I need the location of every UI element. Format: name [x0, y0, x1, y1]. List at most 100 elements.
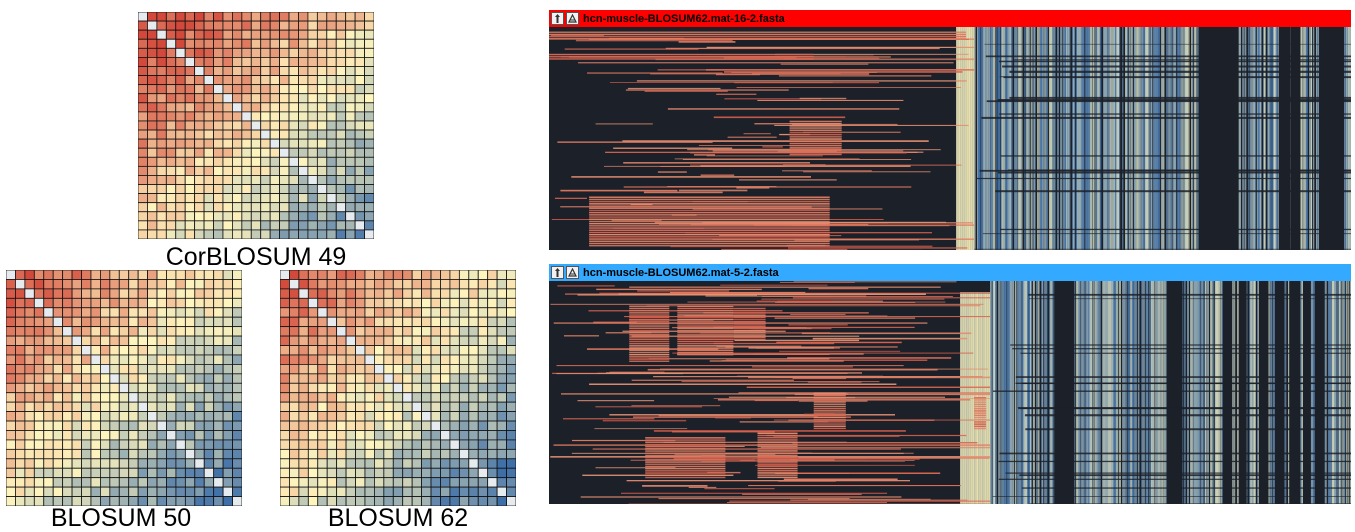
java-app-icon[interactable] [566, 12, 579, 25]
matrix-cell [185, 308, 194, 317]
matrix-cell [318, 402, 327, 411]
matrix-cell [44, 346, 53, 355]
matrix-cell [346, 355, 355, 364]
alignment-block [974, 428, 986, 430]
matrix-cell [195, 130, 204, 139]
matrix-cell [15, 346, 24, 355]
matrix-cell [459, 336, 468, 345]
matrix-cell [299, 478, 308, 487]
matrix-cell [356, 468, 365, 477]
alignment-block [589, 234, 830, 236]
matrix-cell [195, 121, 204, 130]
matrix-cell [336, 66, 345, 75]
matrix-cell [100, 317, 109, 326]
matrix-cell [440, 449, 449, 458]
matrix-cell [346, 121, 355, 130]
matrix-cell [176, 85, 185, 94]
alignment-column [998, 281, 1001, 504]
matrix-cell [147, 230, 156, 239]
matrix-cell [214, 289, 223, 298]
alignment-block [629, 347, 669, 349]
matrix-cell [176, 194, 185, 203]
matrix-cell [384, 374, 393, 383]
alignment-block [589, 197, 830, 199]
matrix-cell [204, 166, 213, 175]
matrix-cell [440, 279, 449, 288]
matrix-cell [318, 327, 327, 336]
matrix-cell [497, 364, 506, 373]
alignment-block [549, 32, 966, 34]
alignment-column [991, 281, 993, 504]
matrix-cell [204, 194, 213, 203]
matrix-cell [488, 497, 497, 506]
pin-icon[interactable] [551, 266, 564, 279]
matrix-cell [233, 298, 242, 307]
matrix-cell [403, 355, 412, 364]
matrix-cell [469, 298, 478, 307]
matrix-cell [129, 478, 138, 487]
matrix-cell [336, 203, 345, 212]
matrix-cell [365, 194, 374, 203]
matrix-cell [100, 440, 109, 449]
matrix-cell [44, 468, 53, 477]
alignment-titlebar-bottom[interactable]: hcn-muscle-BLOSUM62.mat-5-2.fasta [549, 264, 1351, 281]
matrix-cell [431, 317, 440, 326]
alignment-window-top[interactable]: hcn-muscle-BLOSUM62.mat-16-2.fasta [549, 10, 1351, 250]
matrix-cell [214, 12, 223, 21]
matrix-cell [34, 364, 43, 373]
matrix-cell [242, 94, 251, 103]
matrix-cell [82, 346, 91, 355]
matrix-cell [337, 346, 346, 355]
alignment-block [629, 314, 669, 316]
matrix-cell [308, 12, 317, 21]
pin-icon[interactable] [551, 12, 564, 25]
java-app-icon[interactable] [566, 266, 579, 279]
alignment-window-bottom[interactable]: hcn-muscle-BLOSUM62.mat-5-2.fasta [549, 264, 1351, 504]
matrix-cell [91, 459, 100, 468]
alignment-block [814, 412, 846, 414]
alignment-gap-row [1019, 474, 1351, 476]
matrix-cell [412, 270, 421, 279]
alignment-titlebar-top[interactable]: hcn-muscle-BLOSUM62.mat-16-2.fasta [549, 10, 1351, 27]
blosum62-caption: BLOSUM 62 [280, 506, 516, 531]
matrix-cell [15, 289, 24, 298]
matrix-cell [185, 459, 194, 468]
matrix-cell [497, 279, 506, 288]
matrix-cell [63, 430, 72, 439]
matrix-cell [384, 412, 393, 421]
matrix-cell [232, 175, 241, 184]
matrix-cell [138, 327, 147, 336]
matrix-cell [346, 94, 355, 103]
matrix-cell [356, 308, 365, 317]
matrix-cell [176, 279, 185, 288]
matrix-cell [233, 478, 242, 487]
matrix-cell [129, 468, 138, 477]
matrix-cell [327, 468, 336, 477]
alignment-fragment [694, 154, 715, 156]
alignment-block [677, 308, 733, 310]
matrix-cell [204, 317, 213, 326]
matrix-cell [176, 336, 185, 345]
matrix-cell [280, 421, 289, 430]
matrix-cell [129, 412, 138, 421]
matrix-cell [15, 308, 24, 317]
alignment-view-bottom[interactable] [549, 281, 1351, 504]
matrix-cell [147, 39, 156, 48]
matrix-cell [129, 298, 138, 307]
matrix-cell [440, 421, 449, 430]
matrix-cell [422, 327, 431, 336]
matrix-cell [355, 48, 364, 57]
matrix-cell [147, 76, 156, 85]
matrix-cell [507, 327, 516, 336]
matrix-cell [15, 478, 24, 487]
matrix-cell [488, 459, 497, 468]
alignment-column [1134, 281, 1136, 504]
matrix-cell [355, 76, 364, 85]
matrix-cell [82, 308, 91, 317]
matrix-cell [15, 412, 24, 421]
matrix-cell [166, 336, 175, 345]
matrix-cell [289, 148, 298, 157]
matrix-cell [148, 430, 157, 439]
alignment-view-top[interactable] [549, 27, 1351, 250]
matrix-cell [82, 317, 91, 326]
